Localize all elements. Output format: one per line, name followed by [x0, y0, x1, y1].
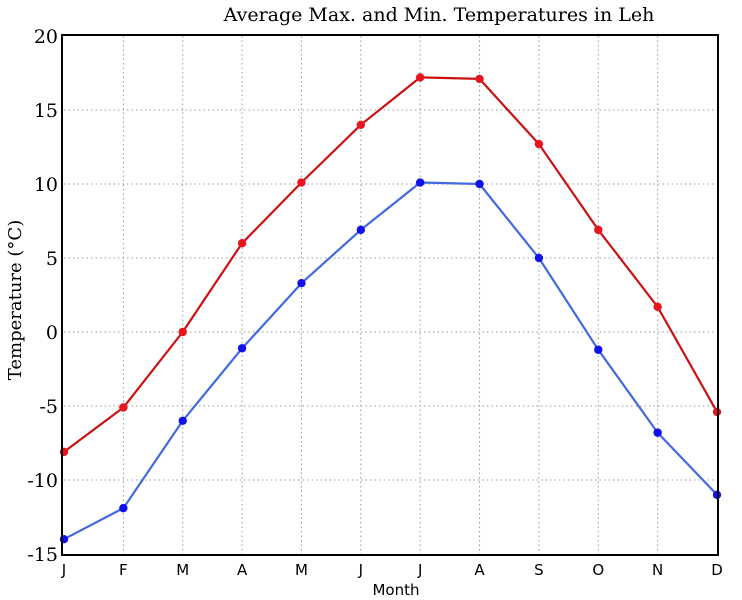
x-tick-label: S	[534, 561, 544, 579]
data-point	[534, 139, 544, 149]
data-point	[297, 178, 306, 187]
data-point	[297, 278, 306, 288]
data-point	[475, 74, 484, 84]
x-tick-label: O	[592, 561, 604, 579]
data-point	[534, 253, 544, 263]
data-point	[653, 428, 662, 437]
x-tick-label: N	[652, 561, 663, 579]
data-point	[594, 225, 603, 235]
chart-title: Average Max. and Min. Temperatures in Le…	[223, 4, 655, 26]
x-axis-label: Month	[372, 581, 419, 599]
data-point	[653, 302, 662, 312]
data-point	[119, 503, 128, 513]
data-point	[415, 73, 425, 82]
y-tick-label: -15	[27, 544, 58, 566]
data-point	[178, 416, 187, 425]
y-axis-label: Temperature (°C)	[5, 220, 26, 380]
x-tick-label: J	[61, 561, 66, 579]
x-tick-label: F	[119, 561, 128, 579]
y-tick-label: 20	[34, 26, 58, 48]
x-tick-label: J	[417, 561, 422, 579]
y-tick-labels: 20 15 10 5 0 -5 -10 -15	[27, 26, 58, 566]
series-line-1	[63, 76, 718, 453]
y-tick-label: 5	[46, 248, 58, 270]
data-point	[178, 327, 187, 337]
data-point	[356, 225, 366, 235]
data-point	[237, 239, 247, 248]
y-tick-label: -5	[39, 396, 58, 418]
x-tick-label: D	[711, 561, 723, 579]
data-point	[475, 179, 484, 189]
data-point	[356, 120, 366, 129]
data-point	[415, 178, 425, 187]
x-tick-label: A	[237, 561, 248, 579]
series-layer	[59, 73, 722, 544]
y-tick-label: 15	[34, 100, 58, 122]
x-tick-label: J	[358, 561, 363, 579]
plot-frame	[61, 34, 719, 556]
y-tick-label: 0	[46, 322, 58, 344]
data-point	[237, 344, 247, 353]
grid	[64, 36, 717, 554]
y-tick-label: 10	[34, 174, 58, 196]
x-tick-label: M	[176, 561, 189, 579]
data-point	[119, 403, 128, 412]
x-tick-label: A	[474, 561, 485, 579]
data-point	[594, 345, 603, 354]
x-tick-label: M	[295, 561, 308, 579]
y-tick-label: -10	[27, 470, 58, 492]
series-line-2	[63, 181, 718, 541]
